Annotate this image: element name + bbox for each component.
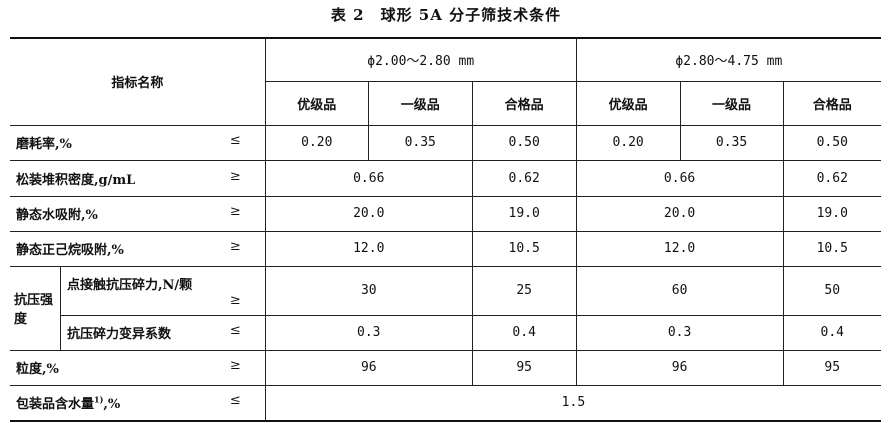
comparison-symbol: ≥ bbox=[229, 358, 241, 373]
cell: 60 bbox=[575, 265, 784, 316]
comparison-symbol: ≥ bbox=[229, 168, 241, 184]
comparison-symbol: ≥ bbox=[229, 292, 241, 308]
cell: 20.0 bbox=[264, 195, 473, 232]
row-label: 松装堆积密度,g/mL ≥ bbox=[10, 159, 266, 197]
comparison-symbol: ≥ bbox=[229, 239, 241, 254]
cell: 19.0 bbox=[782, 195, 881, 232]
cell: 0.66 bbox=[575, 159, 784, 197]
cell: 50 bbox=[782, 265, 881, 316]
spec-table: 指标名称 ϕ2.00～2.80 mm ϕ2.80～4.75 mm 优级品 一级品… bbox=[10, 37, 881, 422]
label-text: 粒度,% bbox=[16, 362, 59, 377]
cell: 0.50 bbox=[471, 124, 577, 161]
label-text: 包装品含水量 bbox=[16, 397, 95, 413]
label-text: 静态水吸附,% bbox=[16, 208, 98, 223]
table-row: 包装品含水量1),% ≤ 1.5 bbox=[10, 384, 881, 422]
row-label: 粒度,% ≥ bbox=[10, 349, 266, 386]
cell: 96 bbox=[264, 349, 473, 386]
header-name: 指标名称 bbox=[10, 37, 266, 126]
header-range-2: ϕ2.80～4.75 mm bbox=[575, 37, 881, 82]
cell: 12.0 bbox=[575, 230, 784, 267]
row-label: 点接触抗压碎力,N/颗 ≥ bbox=[59, 265, 266, 316]
cell: 0.4 bbox=[782, 314, 881, 351]
cell: 10.5 bbox=[782, 230, 881, 267]
table-row: 静态水吸附,% ≥ 20.0 19.0 20.0 19.0 bbox=[10, 195, 881, 232]
header-range-1: ϕ2.00～2.80 mm bbox=[264, 37, 577, 82]
cell: 0.66 bbox=[264, 159, 473, 197]
grade-header: 一级品 bbox=[367, 80, 473, 126]
row-label: 静态水吸附,% ≥ bbox=[10, 195, 266, 232]
cell: 20.0 bbox=[575, 195, 784, 232]
table-row: 抗压碎力变异系数 ≤ 0.3 0.4 0.3 0.4 bbox=[10, 314, 881, 351]
table-row: 松装堆积密度,g/mL ≥ 0.66 0.62 0.66 0.62 bbox=[10, 159, 881, 197]
grade-header: 合格品 bbox=[471, 80, 577, 126]
label-text: 磨耗率,% bbox=[16, 137, 72, 152]
row-label: 磨耗率,% ≤ bbox=[10, 124, 266, 161]
table-row: 磨耗率,% ≤ 0.20 0.35 0.50 0.20 0.35 0.50 bbox=[10, 124, 881, 161]
label-text: 静态正己烷吸附,% bbox=[16, 243, 124, 258]
cell: 10.5 bbox=[471, 230, 577, 267]
cell: 25 bbox=[471, 265, 577, 316]
cell: 0.62 bbox=[782, 159, 881, 197]
cell: 0.35 bbox=[679, 124, 784, 161]
cell: 95 bbox=[471, 349, 577, 386]
row-label: 包装品含水量1),% ≤ bbox=[10, 384, 266, 422]
footnote-marker: 1) bbox=[94, 394, 104, 405]
table-row: 静态正己烷吸附,% ≥ 12.0 10.5 12.0 10.5 bbox=[10, 230, 881, 267]
table-title: 表 2 球形 5A 分子筛技术条件 bbox=[330, 6, 562, 24]
group-label: 抗压强度 bbox=[10, 265, 61, 351]
grade-header: 优级品 bbox=[265, 80, 369, 126]
row-label: 静态正己烷吸附,% ≥ bbox=[10, 230, 266, 267]
cell: 0.4 bbox=[471, 314, 577, 351]
row-label: 抗压碎力变异系数 ≤ bbox=[60, 314, 266, 351]
label-text: 点接触抗压碎力,N/颗 bbox=[66, 277, 193, 293]
label-text: 松装堆积密度,g/mL bbox=[16, 172, 136, 188]
comparison-symbol: ≤ bbox=[229, 393, 241, 409]
cell: 0.20 bbox=[264, 124, 369, 161]
cell: 30 bbox=[264, 265, 473, 316]
comparison-symbol: ≤ bbox=[229, 323, 241, 338]
label-unit: ,% bbox=[103, 397, 121, 413]
cell: 1.5 bbox=[264, 384, 881, 422]
cell: 0.35 bbox=[367, 124, 473, 161]
cell: 0.3 bbox=[575, 314, 784, 351]
label-text: 抗压碎力变异系数 bbox=[66, 327, 171, 342]
table-row: 粒度,% ≥ 96 95 96 95 bbox=[10, 349, 881, 386]
comparison-symbol: ≤ bbox=[229, 133, 241, 148]
comparison-symbol: ≥ bbox=[229, 204, 241, 219]
cell: 0.20 bbox=[575, 124, 681, 161]
cell: 19.0 bbox=[471, 195, 577, 232]
cell: 12.0 bbox=[264, 230, 473, 267]
cell: 96 bbox=[575, 349, 784, 386]
grade-header: 优级品 bbox=[575, 80, 681, 126]
cell: 95 bbox=[782, 349, 881, 386]
table-row: 抗压强度 点接触抗压碎力,N/颗 ≥ 30 25 60 50 bbox=[10, 265, 881, 351]
cell: 0.50 bbox=[782, 124, 881, 161]
grade-header: 一级品 bbox=[679, 80, 784, 126]
cell: 0.62 bbox=[471, 159, 577, 197]
cell: 0.3 bbox=[264, 314, 473, 351]
grade-header: 合格品 bbox=[782, 80, 881, 126]
